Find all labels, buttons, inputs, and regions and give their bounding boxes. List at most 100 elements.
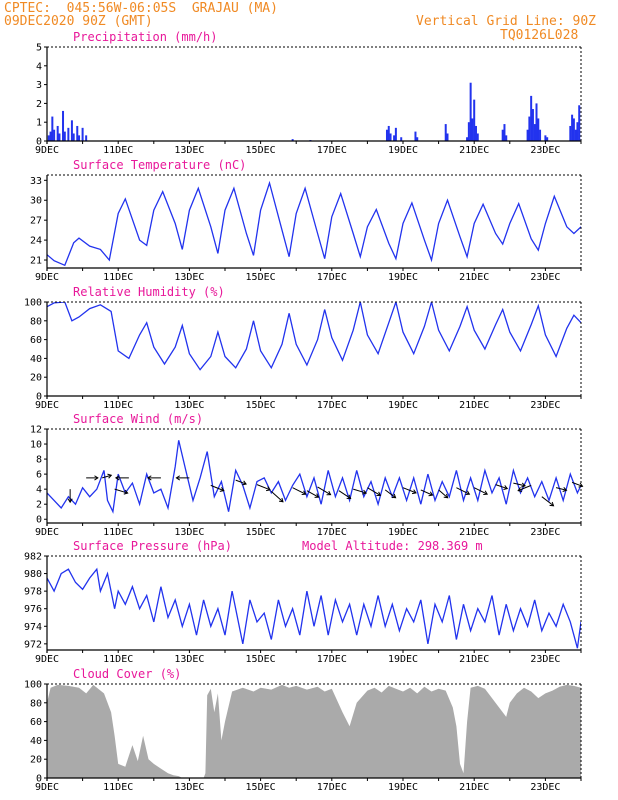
precip-bar [530, 95, 533, 141]
wind-arrowhead [562, 487, 568, 492]
cloud-title: Cloud Cover (%) [73, 667, 181, 681]
precip-title: Precipitation (mm/h) [73, 30, 218, 44]
precip-bar [546, 137, 549, 141]
precip-bar [49, 131, 52, 141]
precip-bar [414, 131, 417, 141]
y-tick-label: 60 [30, 717, 42, 728]
wind-arrow [555, 487, 567, 491]
wind-title: Surface Wind (m/s) [73, 412, 203, 426]
y-tick-label: 0 [36, 137, 42, 148]
wind-arrowhead [521, 482, 526, 488]
wind-arrowhead [242, 480, 247, 486]
precip-bar [539, 129, 542, 141]
wind-arrow [495, 484, 508, 490]
x-tick-label: 17DEC [317, 145, 347, 156]
wind-arrowhead [301, 490, 307, 496]
precip-bar [444, 124, 447, 141]
x-tick-label: 11DEC [103, 272, 133, 283]
y-tick-label: 24 [30, 236, 42, 247]
x-tick-label: 13DEC [174, 782, 204, 793]
x-tick-label: 13DEC [174, 527, 204, 538]
y-tick-label: 1 [36, 118, 42, 129]
wind-arrow [541, 496, 554, 507]
precip-bar [535, 103, 538, 141]
x-tick-label: 19DEC [388, 400, 418, 411]
rh-panel: 0 20 40 60 80 100 9DEC 11DEC 13DEC 15DEC 17DEC 19DE… [24, 285, 582, 411]
wind-arrow [517, 484, 532, 492]
x-tick-label: 19DEC [388, 654, 418, 665]
precip-bar [466, 137, 469, 141]
wind-arrowhead [146, 475, 152, 481]
precip-bar [574, 129, 577, 141]
x-tick-label: 23DEC [530, 654, 560, 665]
temp-title: Surface Temperature (nC) [73, 158, 246, 172]
wind-arrowhead [465, 490, 471, 496]
wind-arrow [235, 479, 247, 485]
header-grid-note: Vertical Grid Line: 90Z [416, 14, 597, 29]
wind-arrowhead [483, 490, 489, 496]
x-tick-label: 21DEC [459, 400, 489, 411]
wind-arrow [402, 487, 417, 494]
precip-bar [576, 122, 579, 141]
x-tick-label: 13DEC [174, 654, 204, 665]
y-tick-label: 40 [30, 736, 42, 747]
temp-line [47, 180, 581, 267]
x-tick-label: 13DEC [174, 145, 204, 156]
x-tick-label: 21DEC [459, 272, 489, 283]
precip-bar [394, 127, 397, 141]
y-tick-label: 0 [36, 774, 42, 785]
precip-bar [291, 139, 294, 141]
y-tick-label: 6 [36, 470, 42, 481]
y-tick-label: 27 [30, 216, 42, 227]
y-tick-label: 20 [30, 755, 42, 766]
x-tick-label: 15DEC [246, 527, 276, 538]
x-tick-label: 19DEC [388, 272, 418, 283]
wind-arrowhead [346, 494, 352, 499]
precip-bar [62, 110, 65, 141]
wind-arrow [270, 491, 284, 503]
temp-panel: 21 24 27 30 33 9DEC 11DEC 13DEC 15DEC 17DEC 19DEC 2… [30, 158, 582, 283]
wind-arrowhead [517, 487, 523, 492]
precip-bar [400, 137, 403, 141]
y-tick-label: 60 [30, 335, 42, 346]
y-tick-label: 8 [36, 455, 42, 466]
y-tick-label: 21 [30, 256, 42, 267]
y-tick-label: 982 [24, 552, 42, 563]
precip-bar [78, 135, 81, 141]
x-tick-label: 9DEC [35, 272, 59, 283]
wind-arrow [210, 484, 224, 492]
x-tick-label: 11DEC [103, 527, 133, 538]
wind-arrowhead [94, 475, 99, 481]
wind-arrow [114, 488, 128, 494]
precip-bar [569, 125, 572, 141]
x-tick-label: 21DEC [459, 782, 489, 793]
precip-bar [578, 105, 581, 141]
precip-bar [393, 135, 396, 141]
precip-bar [505, 135, 508, 141]
model-altitude-label: Model Altitude: 298.369 m [302, 539, 483, 553]
wind-arrowhead [175, 475, 181, 481]
x-tick-label: 15DEC [246, 654, 276, 665]
wind-arrow [306, 490, 319, 498]
precip-bar [63, 131, 66, 141]
wind-arrowhead [578, 482, 584, 488]
pres-panel: 972 974 976 978 980 982 9DEC 11DEC 13DEC 15DEC 17D… [24, 539, 582, 665]
wind-arrow [292, 487, 306, 495]
header-code: TQ0126L028 [500, 28, 579, 43]
wind-arrowhead [391, 493, 397, 499]
y-tick-label: 0 [36, 515, 42, 526]
wind-arrow [256, 484, 271, 491]
precip-bar [446, 133, 449, 141]
header-station: CPTEC: 045:56W-06:05S GRAJAU (MA) [4, 1, 278, 16]
y-tick-label: 2 [36, 99, 42, 110]
precip-bar [81, 127, 84, 141]
x-tick-label: 21DEC [459, 527, 489, 538]
y-tick-label: 20 [30, 373, 42, 384]
precip-bar [469, 82, 472, 141]
y-tick-label: 10 [30, 440, 42, 451]
wind-arrow [473, 487, 488, 495]
wind-arrowhead [549, 501, 555, 507]
precip-bar [85, 135, 88, 141]
x-tick-label: 15DEC [246, 400, 276, 411]
